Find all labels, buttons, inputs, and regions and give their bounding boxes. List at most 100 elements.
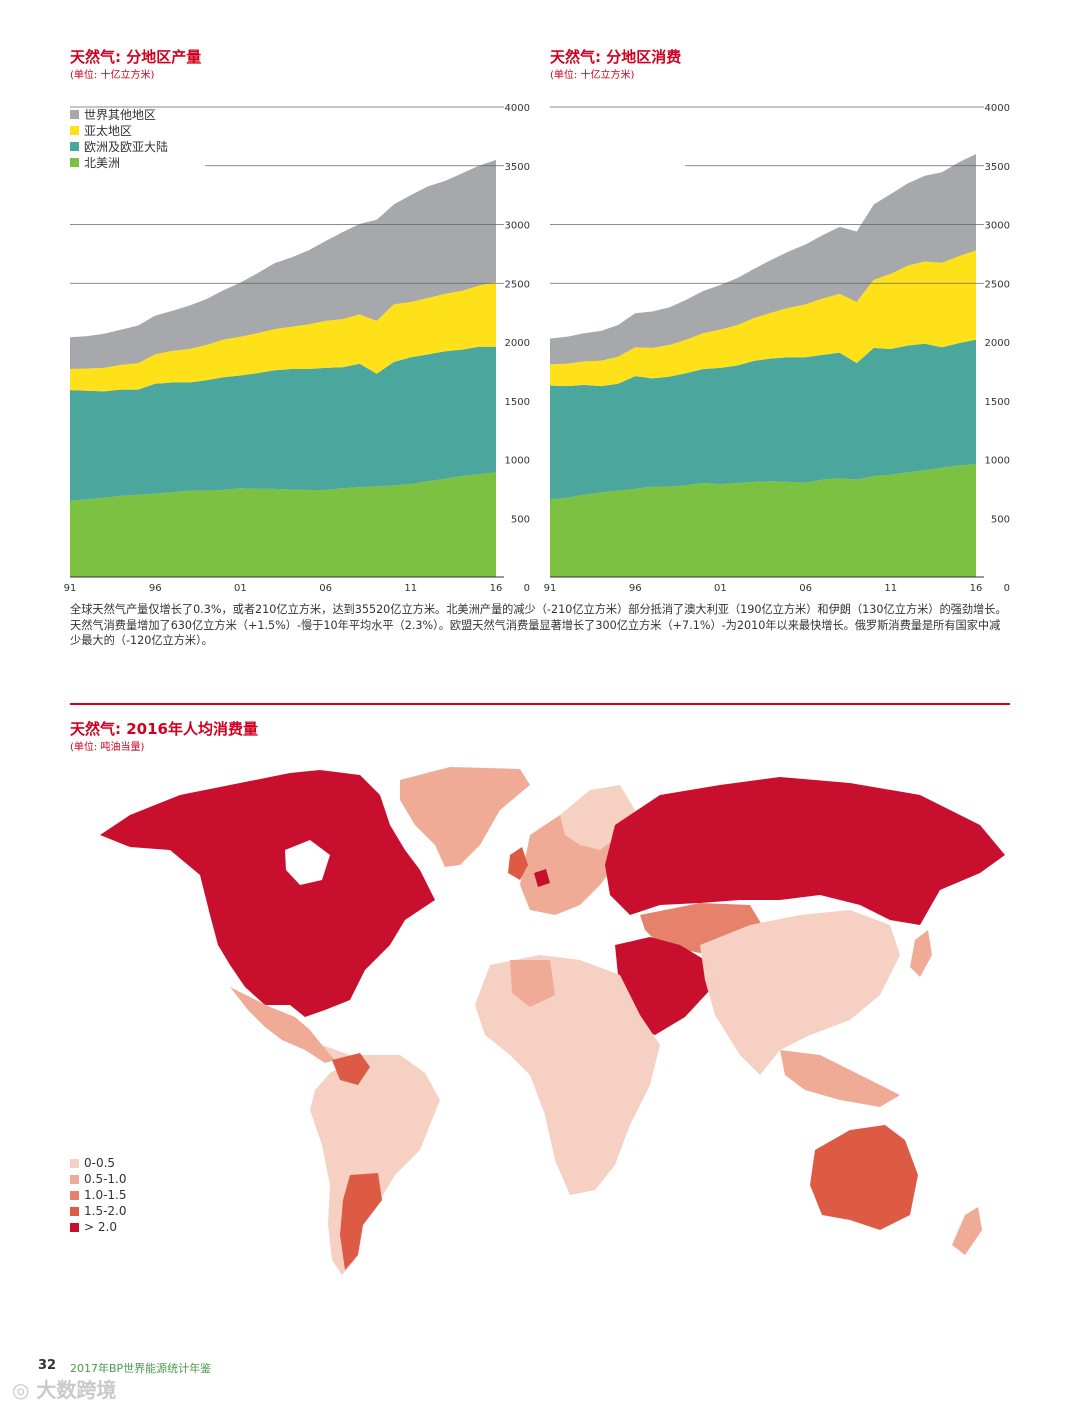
map-legend-item: 0.5-1.0 — [70, 1171, 127, 1187]
watermark-text: 大数跨境 — [36, 1378, 117, 1402]
x-tick-label: 16 — [970, 583, 983, 594]
legend-label: 0.5-1.0 — [84, 1172, 127, 1186]
area-series-2 — [550, 250, 976, 387]
swatch — [70, 1174, 79, 1184]
legend-label: 世界其他地区 — [84, 107, 157, 122]
map-legend-item: 0-0.5 — [70, 1155, 127, 1171]
x-tick-label: 96 — [149, 583, 162, 594]
y-tick-label: 4000 — [505, 103, 530, 114]
chart1-legend: 世界其他地区 亚太地区 欧洲及欧亚大陆 北美洲 — [70, 106, 168, 170]
swatch — [70, 1190, 79, 1200]
map-algeria — [510, 960, 555, 1007]
legend-item-asia-pacific: 亚太地区 — [70, 122, 168, 138]
x-tick-label: 16 — [490, 583, 503, 594]
map-legend-item: > 2.0 — [70, 1219, 127, 1235]
y-tick-label: 0 — [524, 583, 530, 594]
legend-item-rest-of-world: 世界其他地区 — [70, 106, 168, 122]
legend-label: 1.0-1.5 — [84, 1188, 127, 1202]
chart1-title: 天然气: 分地区产量 — [70, 48, 202, 66]
y-tick-label: 3500 — [985, 162, 1010, 173]
map-middle-east — [615, 937, 710, 1035]
map-netherlands — [534, 869, 550, 887]
page-number: 32 — [38, 1358, 57, 1373]
legend-label: 0-0.5 — [84, 1156, 116, 1170]
chart2-consumption: 0 500 1000 1500 2000 2500 3000 3500 4000 91 96 01 06… — [544, 103, 1010, 594]
y-tick-label: 500 — [511, 514, 530, 525]
map-russia — [605, 777, 1005, 925]
swatch — [70, 1206, 79, 1216]
y-tick-label: 2500 — [505, 279, 530, 290]
x-tick-label: 06 — [319, 583, 332, 594]
area-series-0 — [70, 472, 496, 577]
x-tick-label: 96 — [629, 583, 642, 594]
chart1-unit: (单位: 十亿立方米) — [70, 70, 155, 81]
publication-name: 2017年BP世界能源统计年鉴 — [70, 1362, 212, 1375]
chart2-title: 天然气: 分地区消费 — [550, 48, 682, 66]
map-africa — [475, 955, 660, 1195]
y-tick-label: 1500 — [985, 397, 1010, 408]
map-south-america — [310, 1055, 440, 1275]
description-text: 全球天然气产量仅增长了0.3%，或者210亿立方米，达到35520亿立方米。北美… — [70, 603, 1007, 647]
area-series-3 — [550, 154, 976, 365]
x-tick-label: 91 — [64, 583, 77, 594]
y-tick-label: 1500 — [505, 397, 530, 408]
x-tick-label: 01 — [234, 583, 247, 594]
map-legend: 0-0.5 0.5-1.0 1.0-1.5 1.5-2.0 > 2.0 — [70, 1155, 127, 1235]
world-map — [100, 767, 1005, 1275]
legend-label: 欧洲及欧亚大陆 — [84, 139, 169, 154]
y-tick-label: 3000 — [985, 221, 1010, 232]
x-tick-label: 91 — [544, 583, 557, 594]
map-asia — [700, 910, 900, 1075]
y-tick-label: 3000 — [505, 221, 530, 232]
map-argentina — [340, 1173, 382, 1270]
x-tick-label: 06 — [799, 583, 812, 594]
area-series-2 — [70, 282, 496, 392]
x-tick-label: 01 — [714, 583, 727, 594]
swatch — [70, 141, 79, 151]
legend-label: 亚太地区 — [84, 123, 133, 138]
map-hudson-bay — [285, 840, 330, 885]
legend-item-europe-eurasia: 欧洲及欧亚大陆 — [70, 138, 168, 154]
swatch — [70, 157, 79, 167]
map-venezuela — [332, 1053, 370, 1085]
map-legend-item: 1.0-1.5 — [70, 1187, 127, 1203]
y-tick-label: 2500 — [985, 279, 1010, 290]
legend-label: > 2.0 — [84, 1220, 117, 1234]
map-australia — [810, 1125, 918, 1230]
map-uk — [508, 847, 528, 880]
map-north-america — [100, 770, 435, 1017]
y-tick-label: 0 — [1004, 583, 1010, 594]
map-title: 天然气: 2016年人均消费量 — [70, 720, 258, 738]
x-tick-label: 11 — [884, 583, 897, 594]
y-tick-label: 500 — [991, 514, 1010, 525]
area-series-0 — [550, 464, 976, 577]
swatch — [70, 125, 79, 135]
watermark: ◎ 大数跨境 — [12, 1374, 116, 1403]
y-tick-label: 4000 — [985, 103, 1010, 114]
map-mexico — [230, 987, 335, 1063]
chart2-unit: (单位: 十亿立方米) — [550, 70, 635, 81]
swatch — [70, 1158, 79, 1168]
swatch — [70, 109, 79, 119]
y-tick-label: 2000 — [505, 338, 530, 349]
map-southeast-asia — [780, 1050, 900, 1107]
area-series-1 — [550, 339, 976, 500]
y-tick-label: 1000 — [985, 456, 1010, 467]
map-unit: (单位: 吨油当量) — [70, 742, 145, 753]
section-divider — [70, 703, 1010, 705]
map-new-zealand — [952, 1207, 982, 1255]
y-tick-label: 3500 — [505, 162, 530, 173]
map-greenland — [400, 767, 530, 867]
y-tick-label: 1000 — [505, 456, 530, 467]
watermark-logo-icon: ◎ — [12, 1378, 37, 1402]
legend-label: 1.5-2.0 — [84, 1204, 127, 1218]
map-legend-item: 1.5-2.0 — [70, 1203, 127, 1219]
chart1-production: 0 500 1000 1500 2000 2500 3000 3500 4000 91 96 01 06… — [64, 103, 530, 594]
area-series-1 — [70, 346, 496, 501]
area-series-3 — [70, 159, 496, 370]
swatch — [70, 1222, 79, 1232]
map-japan — [910, 930, 932, 977]
legend-label: 北美洲 — [84, 155, 121, 170]
x-tick-label: 11 — [404, 583, 417, 594]
legend-item-north-america: 北美洲 — [70, 154, 168, 170]
